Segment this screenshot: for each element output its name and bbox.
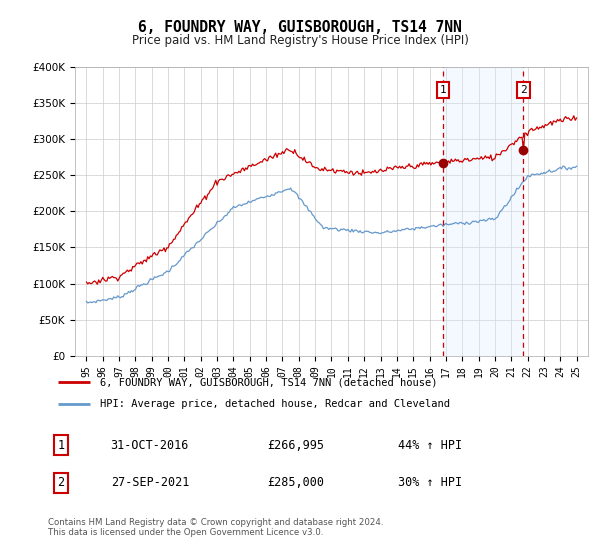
- Text: Contains HM Land Registry data © Crown copyright and database right 2024.
This d: Contains HM Land Registry data © Crown c…: [48, 518, 383, 538]
- Text: HPI: Average price, detached house, Redcar and Cleveland: HPI: Average price, detached house, Redc…: [100, 399, 450, 409]
- Text: 31-OCT-2016: 31-OCT-2016: [110, 438, 189, 451]
- Text: 27-SEP-2021: 27-SEP-2021: [110, 477, 189, 489]
- Text: £266,995: £266,995: [267, 438, 324, 451]
- Text: 2: 2: [520, 85, 527, 95]
- Text: 1: 1: [440, 85, 446, 95]
- Text: 2: 2: [58, 477, 65, 489]
- Text: 30% ↑ HPI: 30% ↑ HPI: [398, 477, 462, 489]
- Text: Price paid vs. HM Land Registry's House Price Index (HPI): Price paid vs. HM Land Registry's House …: [131, 34, 469, 46]
- Text: 6, FOUNDRY WAY, GUISBOROUGH, TS14 7NN (detached house): 6, FOUNDRY WAY, GUISBOROUGH, TS14 7NN (d…: [100, 377, 438, 388]
- Text: £285,000: £285,000: [267, 477, 324, 489]
- Text: 6, FOUNDRY WAY, GUISBOROUGH, TS14 7NN: 6, FOUNDRY WAY, GUISBOROUGH, TS14 7NN: [138, 20, 462, 35]
- Text: 1: 1: [58, 438, 65, 451]
- Bar: [443, 67, 523, 356]
- Text: 44% ↑ HPI: 44% ↑ HPI: [398, 438, 462, 451]
